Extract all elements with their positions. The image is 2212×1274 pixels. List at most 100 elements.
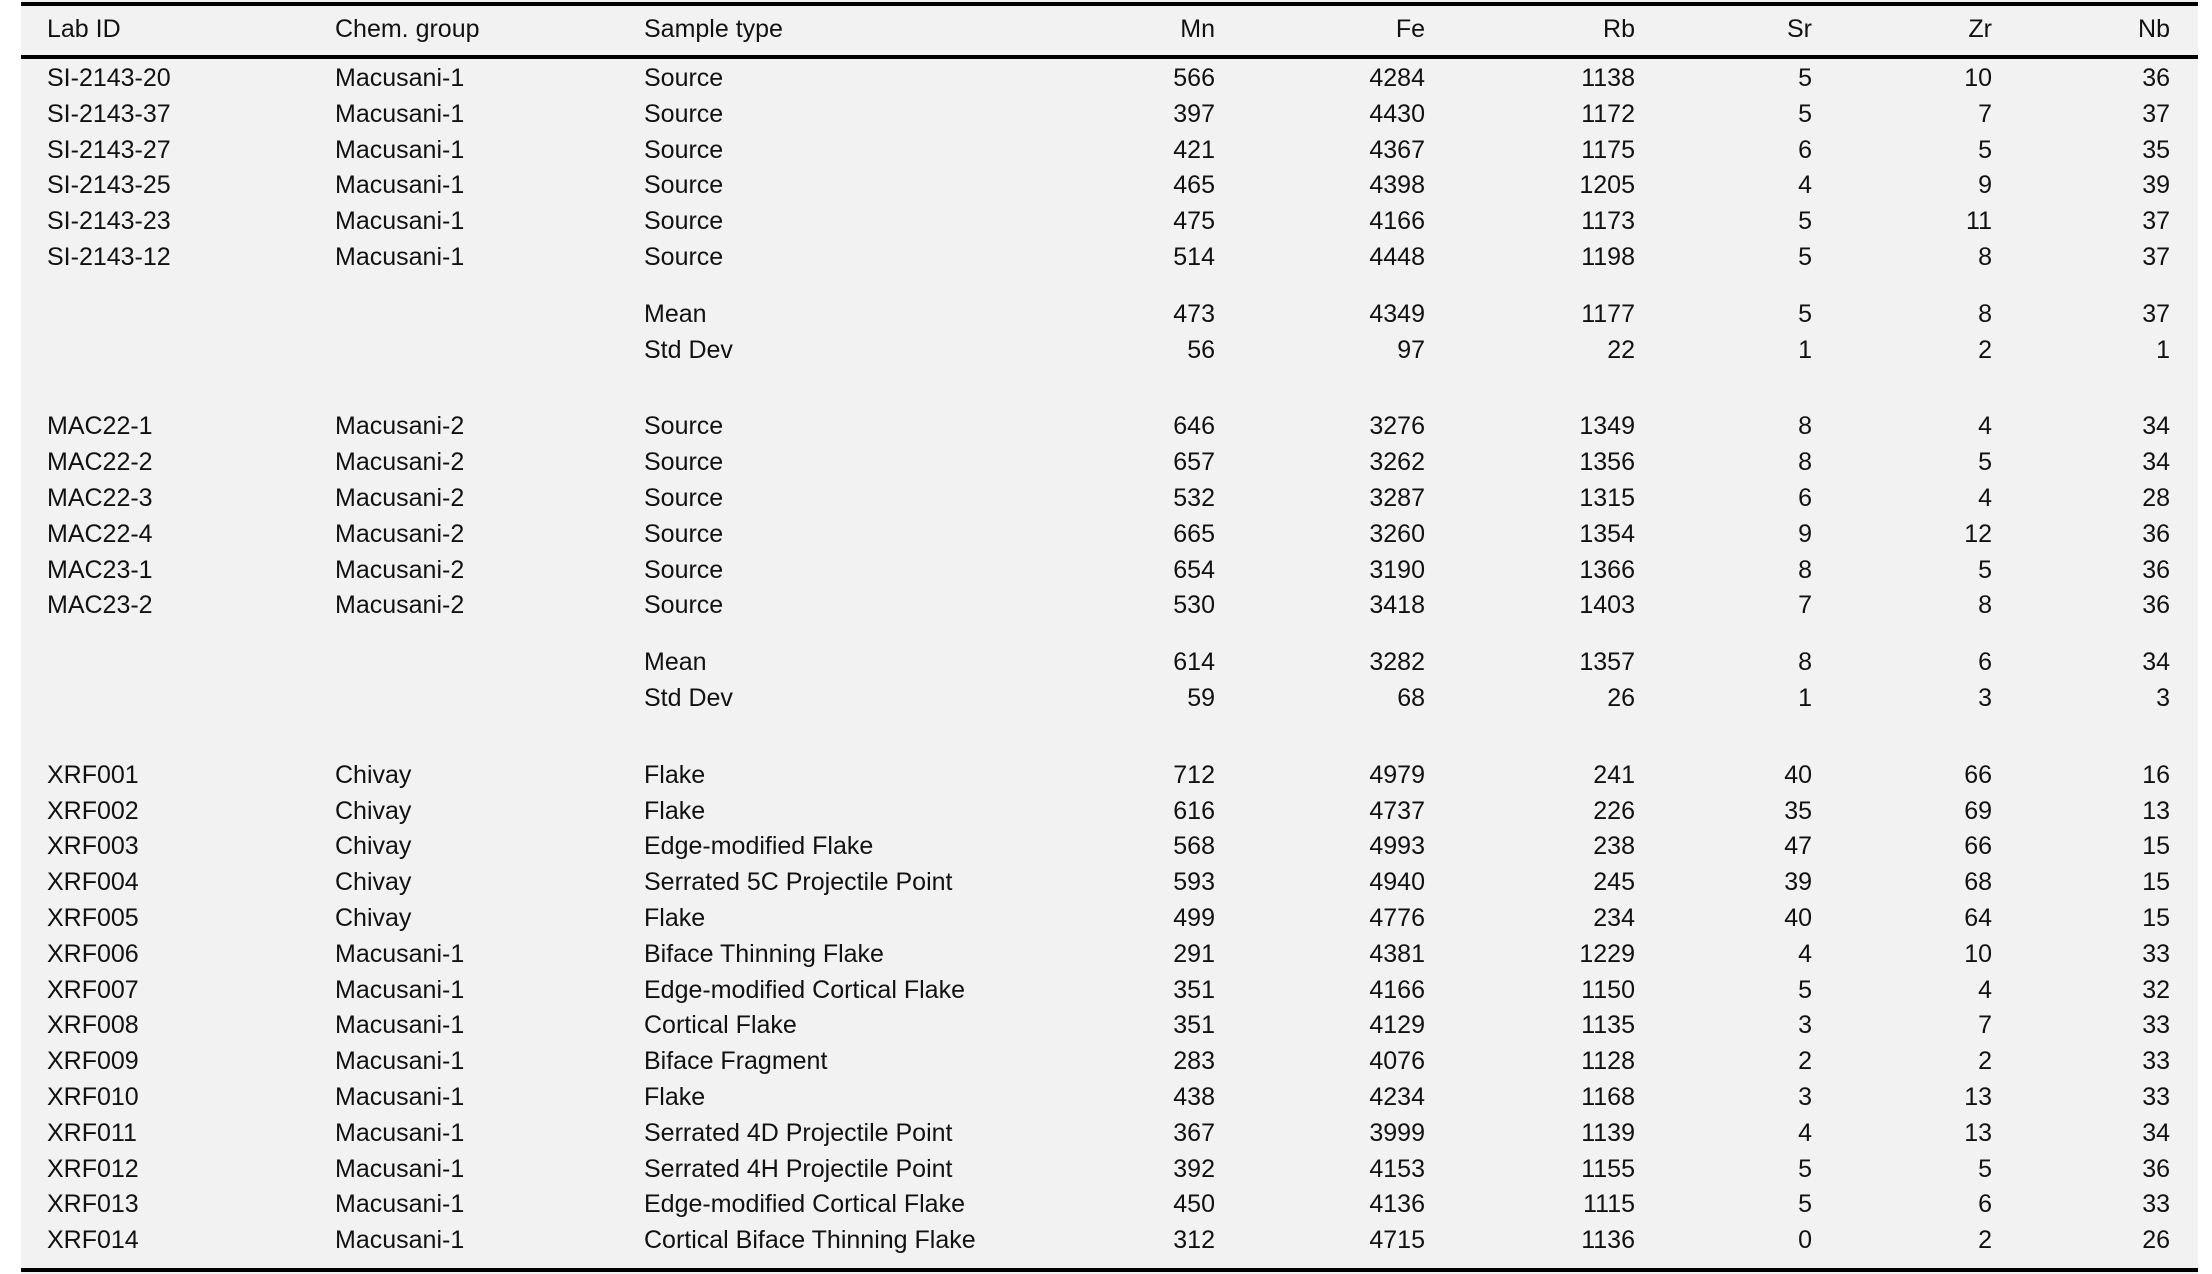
cell-lab-id: MAC23-1 [47,555,153,584]
cell-sample-type: Source [644,243,724,271]
cell-sample-type: Serrated 4H Projectile Point [644,1154,953,1183]
cell-chem-group: Chivay [335,832,412,861]
cell-chem-group: Macusani-1 [335,939,465,968]
cell-fe: 4381 [1369,939,1425,968]
cell-chem-group: Macusani-1 [335,1083,465,1111]
cell-lab-id: SI-2143-23 [47,207,171,236]
cell-zr: 13 [1964,1083,1992,1111]
cell-mn: 291 [1173,939,1215,968]
cell-nb: 33 [2142,1083,2170,1111]
cell-rb: 1128 [1581,1047,1635,1076]
cell-fe: 4166 [1369,207,1425,236]
cell-rb: 1150 [1581,975,1635,1004]
cell-rb: 1139 [1581,1118,1635,1147]
cell-sr: 40 [1784,904,1812,932]
cell-chem-group: Macusani-2 [335,555,465,584]
cell-sample-type: Edge-modified Cortical Flake [644,975,965,1004]
cell-rb: 1172 [1581,99,1635,128]
cell-zr: 8 [1978,243,1992,271]
cell-lab-id: MAC22-1 [47,412,153,441]
cell-fe: 4153 [1369,1154,1425,1183]
cell-mn: 351 [1173,1011,1215,1040]
cell-mn: 593 [1173,868,1215,897]
cell-zr: 5 [1978,135,1992,164]
cell-fe: 4234 [1369,1083,1425,1111]
cell-sr: 8 [1798,555,1812,584]
cell-lab-id: MAC22-2 [47,448,153,477]
cell-nb: 37 [2142,299,2170,328]
cell-lab-id: SI-2143-12 [47,243,171,271]
cell-mn: 421 [1173,135,1215,164]
cell-zr: 2 [1978,1047,1992,1076]
cell-lab-id: XRF006 [47,939,139,968]
cell-lab-id: XRF002 [47,796,139,825]
cell-sample-type: Biface Thinning Flake [644,939,884,968]
cell-nb: 34 [2142,648,2170,677]
cell-lab-id: Lab ID [47,15,121,43]
cell-fe: 4715 [1369,1226,1425,1255]
cell-sample-type: Cortical Biface Thinning Flake [644,1226,976,1255]
cell-chem-group: Macusani-1 [335,975,465,1004]
cell-nb: 37 [2142,99,2170,128]
cell-fe: 3282 [1369,648,1425,677]
cell-sr: 5 [1798,243,1812,271]
cell-lab-id: XRF008 [47,1011,139,1040]
cell-chem-group: Macusani-1 [335,135,465,164]
cell-chem-group: Macusani-1 [335,207,465,236]
cell-sample-type: Flake [644,1083,706,1111]
cell-rb: 22 [1607,335,1635,364]
cell-nb: 33 [2142,939,2170,968]
cell-nb: 1 [2156,335,2170,364]
cell-zr: 9 [1978,171,1992,200]
cell-zr: 11 [1966,207,1992,236]
cell-mn: 312 [1173,1226,1215,1255]
cell-zr: 4 [1978,484,1992,512]
cell-sr: 9 [1798,519,1812,548]
cell-rb: 226 [1593,796,1635,825]
cell-zr: 12 [1964,519,1992,548]
cell-mn: 646 [1173,412,1215,441]
header-rule [21,55,2198,59]
cell-fe: 4136 [1369,1190,1425,1219]
cell-zr: Zr [1968,15,1992,43]
cell-nb: 33 [2142,1190,2170,1219]
cell-lab-id: XRF009 [47,1047,139,1076]
cell-nb: 26 [2142,1226,2170,1255]
cell-lab-id: XRF012 [47,1154,139,1183]
cell-sr: 6 [1798,484,1812,512]
cell-fe: 3190 [1369,555,1425,584]
cell-chem-group: Chivay [335,868,412,897]
cell-sample-type: Biface Fragment [644,1047,828,1076]
cell-mn: 351 [1173,975,1215,1004]
cell-sample-type: Source [644,135,724,164]
cell-mn: 614 [1173,648,1215,677]
cell-chem-group: Chivay [335,904,412,932]
cell-nb: 28 [2142,484,2170,512]
cell-nb: 36 [2142,1154,2170,1183]
cell-sr: 5 [1798,64,1812,92]
cell-zr: 4 [1978,412,1992,441]
cell-sr: 8 [1798,412,1812,441]
cell-mn: 566 [1173,64,1215,92]
cell-sample-type: Source [644,207,724,236]
cell-zr: 66 [1964,760,1992,789]
cell-fe: 4448 [1369,243,1425,271]
cell-chem-group: Chivay [335,796,412,825]
cell-lab-id: XRF011 [47,1118,137,1147]
bottom-rule [21,1268,2198,1272]
cell-zr: 2 [1978,335,1992,364]
cell-mn: 499 [1173,904,1215,932]
cell-fe: 3276 [1369,412,1425,441]
cell-zr: 3 [1978,684,1992,712]
cell-fe: 4076 [1369,1047,1425,1076]
cell-sr: 4 [1798,171,1812,200]
cell-rb: 1177 [1581,299,1635,328]
cell-sample-type: Source [644,591,724,620]
cell-sr: 5 [1798,1190,1812,1219]
cell-mn: 56 [1187,335,1215,364]
cell-sample-type: Serrated 4D Projectile Point [644,1118,953,1147]
cell-sr: 4 [1798,939,1812,968]
cell-mn: 665 [1173,519,1215,548]
cell-zr: 6 [1978,1190,1992,1219]
cell-mn: 514 [1173,243,1215,271]
